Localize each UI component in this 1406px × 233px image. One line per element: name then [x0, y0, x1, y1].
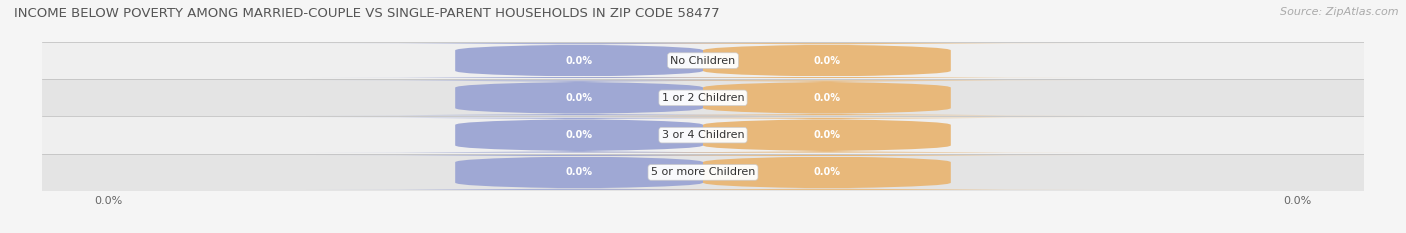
FancyBboxPatch shape — [554, 43, 1101, 78]
FancyBboxPatch shape — [305, 118, 852, 153]
Bar — [0, 79, 1406, 116]
FancyBboxPatch shape — [305, 155, 852, 190]
Text: 0.0%: 0.0% — [565, 93, 592, 103]
Text: 0.0%: 0.0% — [814, 168, 841, 177]
FancyBboxPatch shape — [554, 80, 1101, 115]
Text: 5 or more Children: 5 or more Children — [651, 168, 755, 177]
Bar — [0, 154, 1406, 191]
Text: 0.0%: 0.0% — [565, 130, 592, 140]
Text: 1 or 2 Children: 1 or 2 Children — [662, 93, 744, 103]
Text: 0.0%: 0.0% — [565, 168, 592, 177]
FancyBboxPatch shape — [554, 118, 1101, 153]
Text: INCOME BELOW POVERTY AMONG MARRIED-COUPLE VS SINGLE-PARENT HOUSEHOLDS IN ZIP COD: INCOME BELOW POVERTY AMONG MARRIED-COUPL… — [14, 7, 720, 20]
Bar — [0, 116, 1406, 154]
Text: 3 or 4 Children: 3 or 4 Children — [662, 130, 744, 140]
FancyBboxPatch shape — [305, 80, 852, 115]
Text: Source: ZipAtlas.com: Source: ZipAtlas.com — [1281, 7, 1399, 17]
FancyBboxPatch shape — [305, 43, 852, 78]
Text: 0.0%: 0.0% — [814, 93, 841, 103]
Text: 0.0%: 0.0% — [565, 56, 592, 65]
Text: 0.0%: 0.0% — [814, 130, 841, 140]
Text: 0.0%: 0.0% — [814, 56, 841, 65]
Bar — [0, 42, 1406, 79]
FancyBboxPatch shape — [554, 155, 1101, 190]
Text: No Children: No Children — [671, 56, 735, 65]
